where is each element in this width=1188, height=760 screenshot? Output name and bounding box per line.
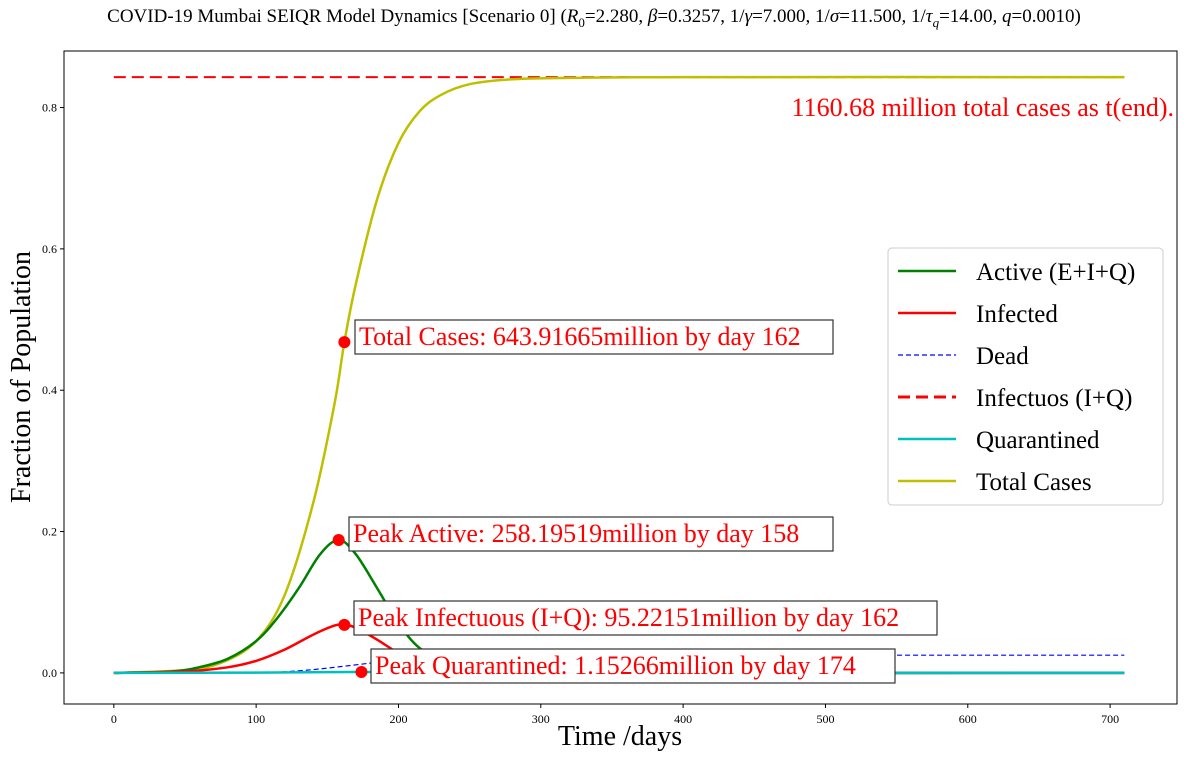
y-tick-label: 0.2 [42, 525, 57, 539]
legend: Active (E+I+Q) Infected Dead Infectuos (I+Q… [887, 247, 1164, 506]
legend-label: Dead [976, 343, 1029, 370]
x-tick-label: 700 [1101, 712, 1119, 726]
peak-quarantined-annotation-box: Peak Quarantined: 1.15266million by day … [370, 648, 896, 684]
x-tick-label: 300 [532, 712, 550, 726]
legend-label: Infectuos (I+Q) [976, 385, 1132, 412]
peak-infectious-annotation: Peak Infectuous (I+Q): 95.22151million b… [358, 603, 899, 632]
x-tick-label: 200 [389, 712, 407, 726]
x-tick-label: 400 [674, 712, 692, 726]
y-axis-label: Fraction of Population [6, 251, 37, 503]
legend-item-dead: Dead [898, 343, 1029, 370]
title-tau: =14.00, [939, 6, 1003, 27]
total-cases-annotation-box: Total Cases: 643.91665million by day 162 [354, 319, 834, 355]
legend-item-infectuos-i-q: Infectuos (I+Q) [898, 385, 1132, 412]
legend-item-infected: Infected [898, 301, 1058, 328]
title-beta: =0.3257, [657, 6, 730, 27]
peak-active-annotation-box: Peak Active: 258.19519million by day 158 [348, 516, 834, 552]
y-axis-ticks: 0.0 0.2 0.4 0.6 0.8 [42, 101, 64, 680]
legend-item-total-cases: Total Cases [898, 469, 1092, 496]
peak-active-annotation: Peak Active: 258.19519million by day 158 [353, 519, 799, 548]
plot-frame [63, 50, 1178, 705]
title-q: =0.0010) [1011, 6, 1081, 27]
x-axis-label: Time /days [558, 721, 682, 752]
x-tick-label: 600 [959, 712, 977, 726]
legend-item-active-e-i-q: Active (E+I+Q) [898, 259, 1135, 286]
x-axis-ticks: 0 100 200 300 400 500 600 700 [111, 704, 1119, 726]
data-markers [332, 336, 368, 678]
title-sigma: =11.500, [839, 6, 911, 27]
title-gamma: =7.000, [752, 6, 816, 27]
end-total-annotation: 1160.68 million total cases as t(end). [792, 93, 1174, 122]
peak-infectious-marker [338, 618, 351, 631]
peak-quarantined-annotation: Peak Quarantined: 1.15266million by day … [375, 651, 856, 680]
x-tick-label: 0 [111, 712, 117, 726]
total-cases-marker [338, 336, 351, 349]
y-tick-label: 0.4 [42, 383, 57, 397]
legend-frame [887, 247, 1164, 506]
legend-label: Total Cases [976, 469, 1092, 496]
title-r0: =2.280, [584, 6, 648, 27]
peak-active-marker [332, 534, 345, 547]
peak-infectious-annotation-box: Peak Infectuous (I+Q): 95.22151million b… [353, 600, 938, 636]
y-tick-label: 0.8 [42, 101, 57, 115]
peak-quarantined-marker [355, 665, 368, 678]
chart-title: COVID-19 Mumbai SEIQR Model Dynamics [Sc… [107, 6, 1081, 30]
legend-label: Infected [976, 301, 1058, 328]
x-tick-label: 100 [247, 712, 265, 726]
y-tick-label: 0.0 [42, 666, 57, 680]
legend-label: Active (E+I+Q) [976, 259, 1135, 286]
title-prefix: COVID-19 Mumbai SEIQR Model Dynamics [Sc… [107, 6, 567, 27]
legend-label: Quarantined [976, 427, 1100, 454]
legend-item-quarantined: Quarantined [898, 427, 1100, 454]
total-cases-annotation: Total Cases: 643.91665million by day 162 [359, 322, 801, 351]
y-tick-label: 0.6 [42, 242, 57, 256]
x-tick-label: 500 [816, 712, 834, 726]
